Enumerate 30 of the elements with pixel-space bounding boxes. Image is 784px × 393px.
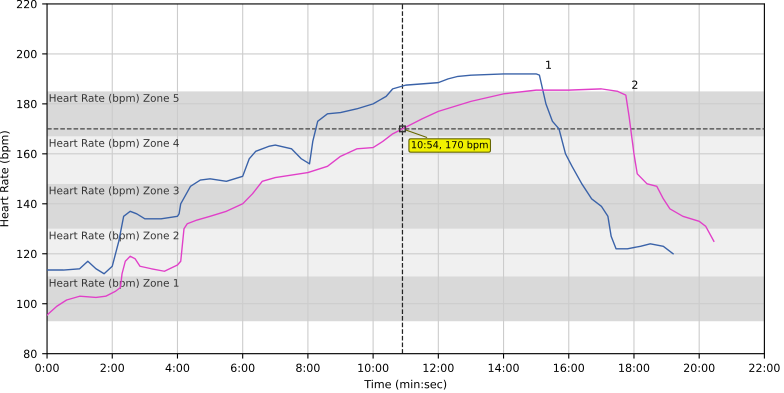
- y-tick-label: 80: [24, 350, 37, 358]
- band-label: Heart Rate (bpm) Zone 5: [50, 94, 179, 104]
- x-tick-label: 20:00: [684, 364, 714, 372]
- x-axis-title: Time (min:sec): [364, 380, 446, 390]
- annotation: 1: [546, 60, 552, 69]
- y-tick-label: 180: [17, 100, 37, 108]
- x-tick-label: 10:00: [358, 364, 388, 372]
- y-tick-label: 100: [17, 300, 37, 308]
- annotation: 10:54, 170 bpm: [412, 140, 488, 150]
- x-tick-label: 2:00: [100, 364, 124, 372]
- x-tick-label: 8:00: [296, 364, 320, 372]
- line-series: [47, 73, 674, 274]
- x-tick-label: 16:00: [554, 364, 584, 372]
- band-label: Heart Rate (bpm) Zone 3: [50, 186, 179, 196]
- x-tick-label: 0:00: [35, 364, 59, 372]
- y-tick-label: 220: [16, 0, 37, 8]
- y-tick-label: 140: [17, 200, 37, 208]
- line-series: [47, 88, 715, 316]
- y-tick-label: 160: [17, 150, 37, 158]
- x-tick-label: 6:00: [230, 364, 254, 372]
- band-label: Heart Rate (bpm) Zone 4: [50, 138, 179, 149]
- x-tick-label: 4:00: [166, 364, 190, 372]
- x-tick-label: 22:00: [749, 364, 780, 372]
- x-tick-label: 18:00: [619, 364, 650, 372]
- annotation: 2: [632, 80, 638, 89]
- x-tick-label: 12:00: [424, 364, 454, 372]
- y-tick-label: 120: [17, 250, 37, 258]
- y-axis-title: Heart Rate (bpm): [0, 131, 11, 226]
- x-tick-label: 14:00: [488, 364, 519, 372]
- y-tick-label: 200: [16, 50, 37, 58]
